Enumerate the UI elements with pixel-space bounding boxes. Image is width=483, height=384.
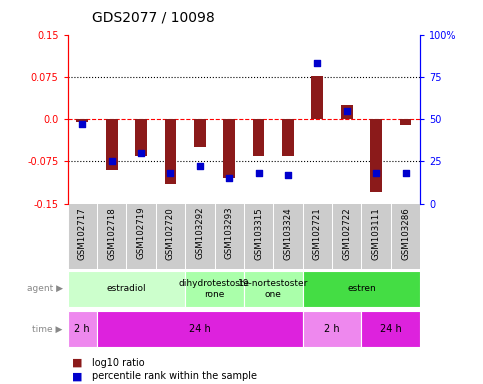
Text: GSM103286: GSM103286	[401, 207, 410, 260]
Text: GSM103324: GSM103324	[284, 207, 293, 260]
Bar	[194, 119, 206, 147]
Text: ■: ■	[72, 371, 83, 381]
Bar	[97, 311, 303, 348]
Bar	[68, 271, 185, 307]
Bar	[244, 271, 303, 307]
Bar	[303, 271, 420, 307]
Text: percentile rank within the sample: percentile rank within the sample	[92, 371, 257, 381]
Text: agent ▶: agent ▶	[27, 285, 63, 293]
Point	[226, 175, 233, 181]
Text: GSM103293: GSM103293	[225, 207, 234, 260]
Text: GSM102722: GSM102722	[342, 207, 351, 260]
Point	[78, 121, 86, 127]
Text: GSM103292: GSM103292	[195, 207, 204, 260]
Text: dihydrotestoste
rone: dihydrotestoste rone	[179, 279, 250, 299]
Point	[284, 172, 292, 178]
Text: ■: ■	[72, 358, 83, 368]
Text: GSM103111: GSM103111	[371, 207, 381, 260]
Text: estradiol: estradiol	[107, 285, 146, 293]
Text: time ▶: time ▶	[32, 325, 63, 334]
Bar	[223, 119, 235, 178]
Point	[255, 170, 262, 176]
Point	[196, 163, 204, 169]
Text: GSM102720: GSM102720	[166, 207, 175, 260]
Text: 24 h: 24 h	[189, 324, 211, 334]
Point	[108, 158, 115, 164]
Point	[372, 170, 380, 176]
Text: estren: estren	[347, 285, 376, 293]
Text: 2 h: 2 h	[324, 324, 340, 334]
Text: 2 h: 2 h	[74, 324, 90, 334]
Text: GSM102721: GSM102721	[313, 207, 322, 260]
Bar	[399, 119, 412, 125]
Point	[313, 60, 321, 66]
Point	[402, 170, 410, 176]
Text: GSM103315: GSM103315	[254, 207, 263, 260]
Bar	[106, 119, 117, 170]
Bar	[68, 311, 97, 348]
Point	[137, 150, 145, 156]
Point	[343, 108, 351, 114]
Bar	[253, 119, 265, 156]
Bar	[185, 271, 244, 307]
Text: log10 ratio: log10 ratio	[92, 358, 144, 368]
Bar	[303, 311, 361, 348]
Text: 19-nortestoster
one: 19-nortestoster one	[238, 279, 309, 299]
Point	[167, 170, 174, 176]
Text: GDS2077 / 10098: GDS2077 / 10098	[92, 11, 214, 25]
Bar	[135, 119, 147, 156]
Bar	[282, 119, 294, 156]
Text: GSM102717: GSM102717	[78, 207, 87, 260]
Bar	[370, 119, 382, 192]
Bar	[341, 105, 353, 119]
Bar	[165, 119, 176, 184]
Bar	[312, 76, 323, 119]
Text: GSM102718: GSM102718	[107, 207, 116, 260]
Text: 24 h: 24 h	[380, 324, 402, 334]
Bar	[361, 311, 420, 348]
Bar	[76, 119, 88, 122]
Text: GSM102719: GSM102719	[137, 207, 145, 260]
